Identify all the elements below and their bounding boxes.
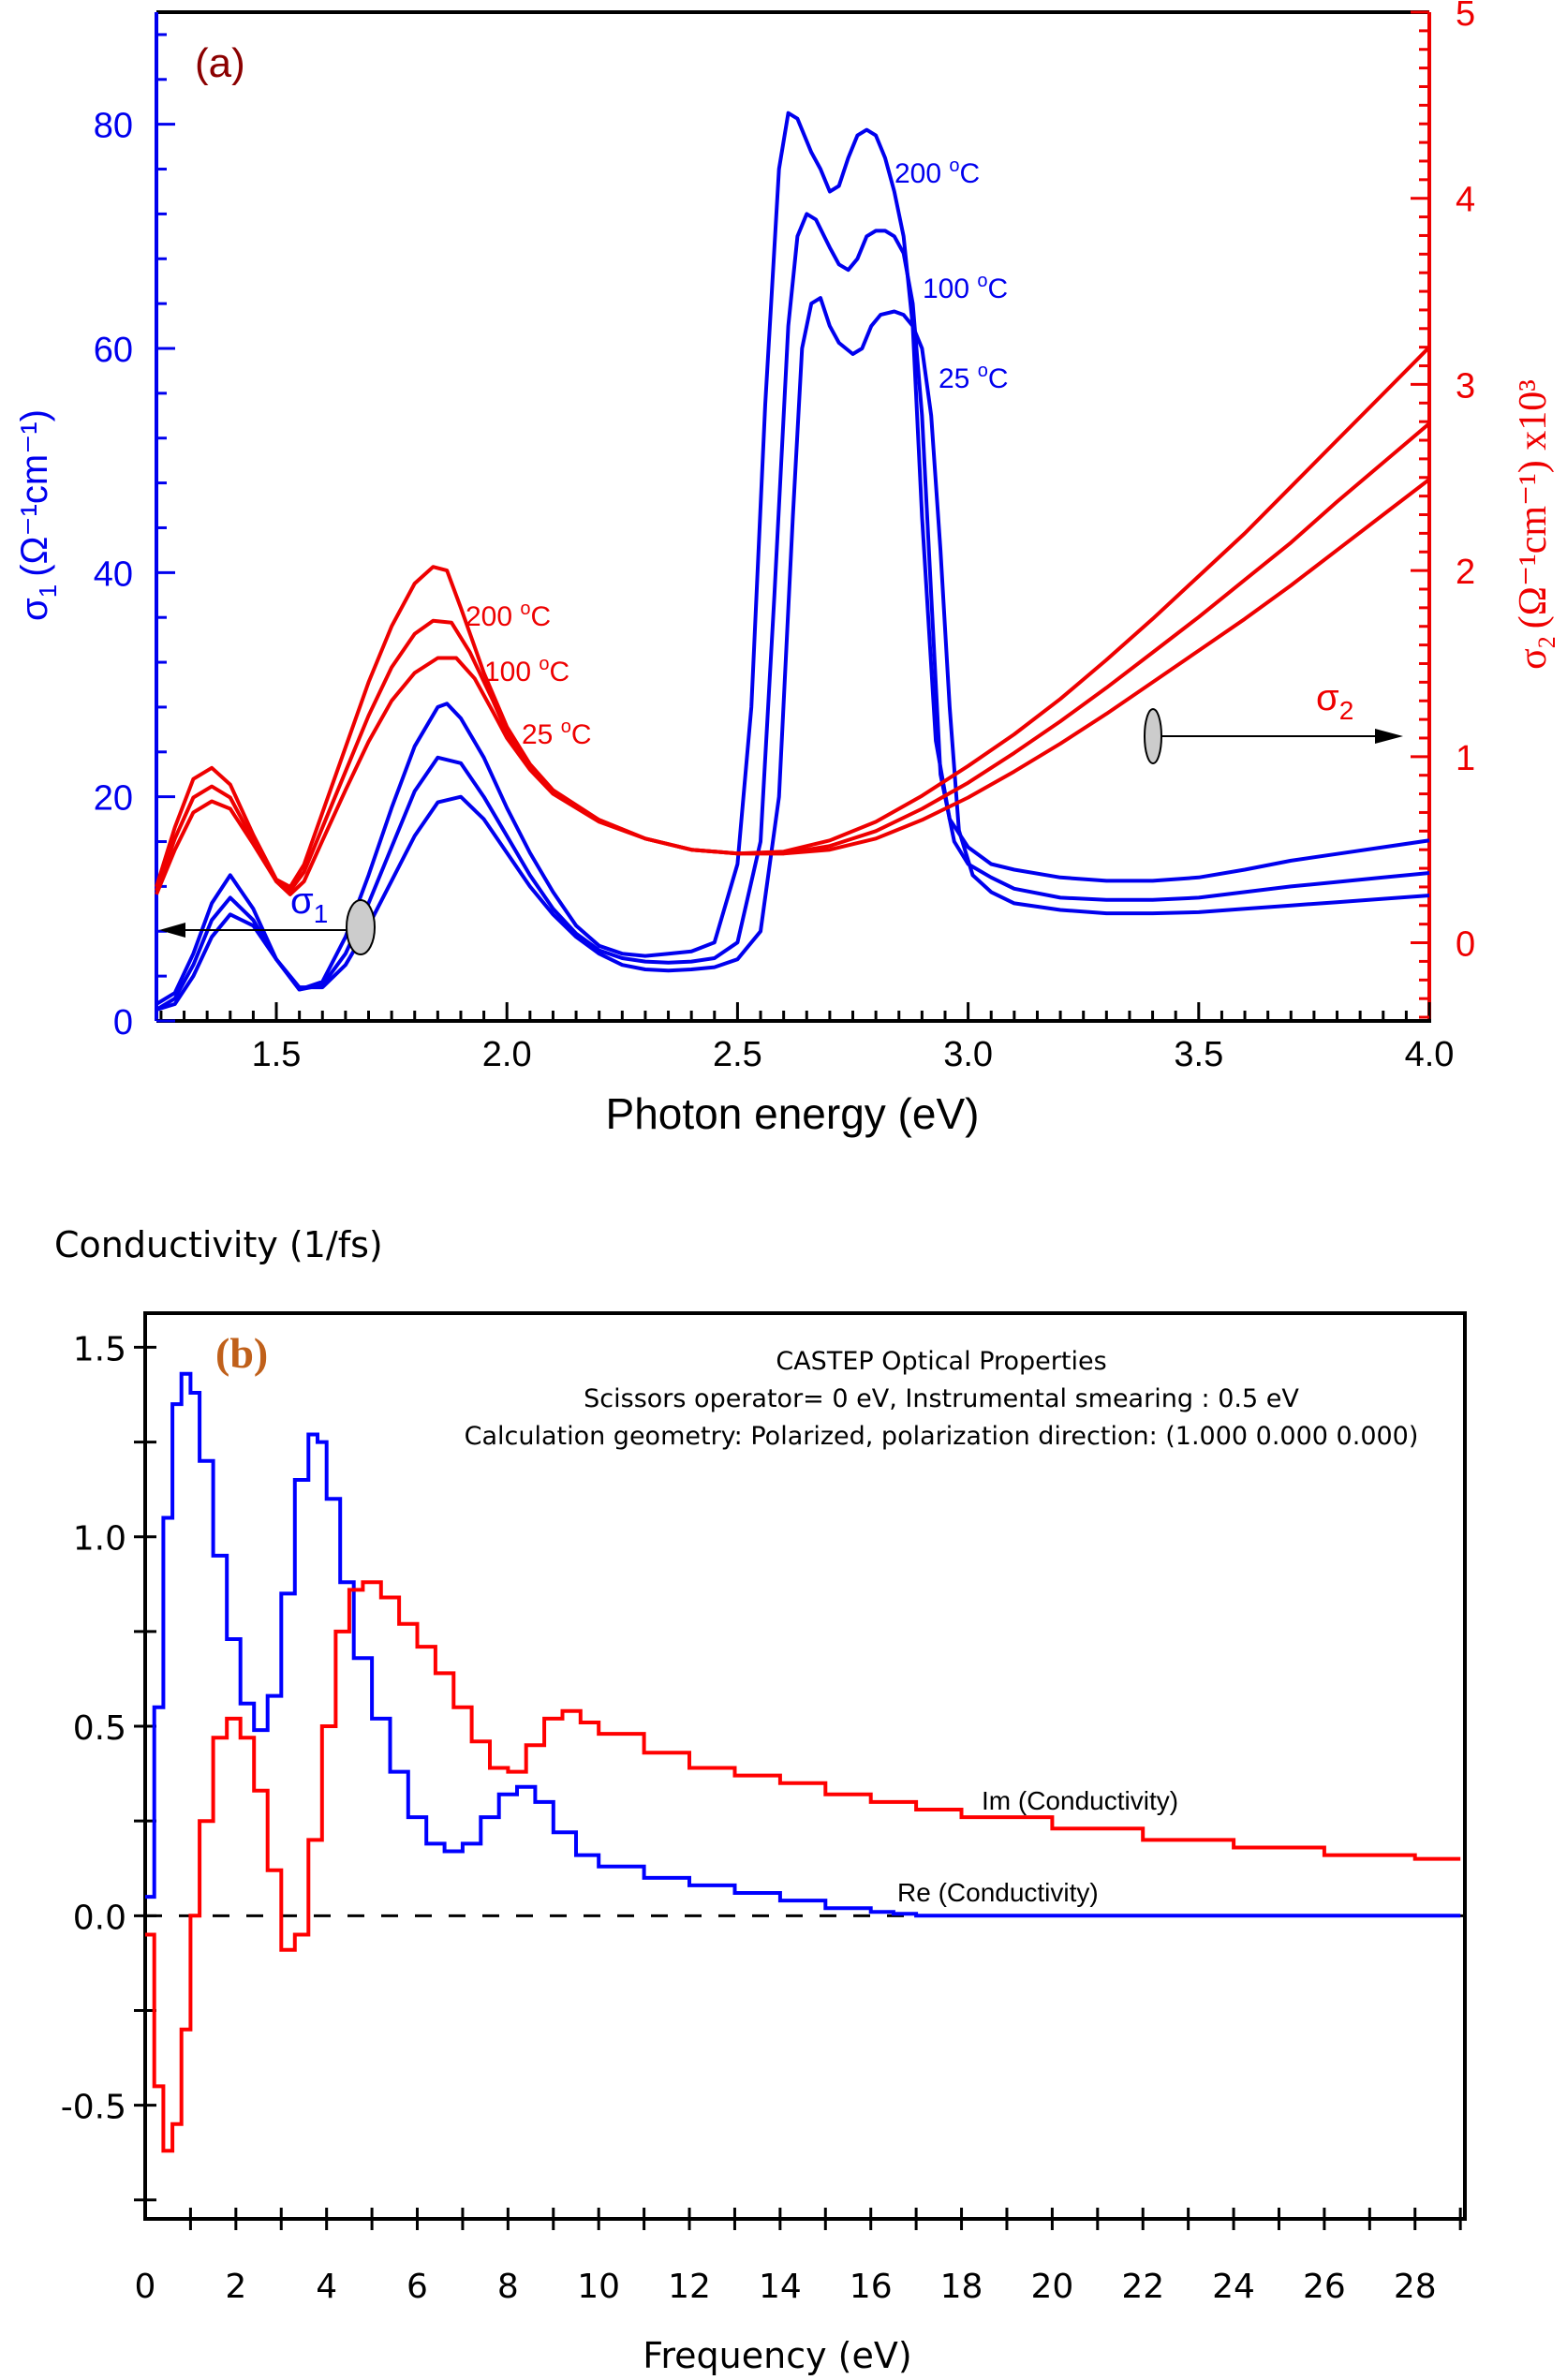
x-tick-label: 2 (225, 2268, 246, 2306)
svg-text:σ2: σ2 (1316, 677, 1353, 725)
sigma2-arrowhead (1375, 729, 1403, 744)
sigma1-symbol: σ (290, 880, 314, 922)
x-tick-label: 4.0 (1405, 1035, 1455, 1074)
x-tick-label: 3.0 (943, 1035, 993, 1074)
y-right-tick-label: 3 (1456, 366, 1475, 406)
series-line-re (145, 1371, 1461, 1918)
sigma2-ellipse (1144, 708, 1162, 764)
panel-b: Conductivity (1/fs) 0 2 4 6 8 10 12 14 16 18 20 22 2… (54, 1224, 1467, 2376)
x-tick-label: 18 (940, 2268, 983, 2306)
y-left-tick-label: 20 (94, 779, 133, 819)
x-tick-label: 6 (407, 2268, 428, 2306)
panel-a-ylabel-right: σ2 (Ω⁻¹cm⁻¹) x10³ (1512, 379, 1560, 670)
sigma2-200c-label: 200 oC (466, 599, 551, 632)
series-line-sigma1-200c (155, 111, 1430, 1006)
x-tick-label: 8 (497, 2268, 519, 2306)
x-tick-label: 26 (1303, 2268, 1346, 2306)
sigma1-arrowhead (159, 923, 185, 938)
x-tick-label: 3.5 (1174, 1035, 1223, 1074)
re-series-label: Re (Conductivity) (897, 1878, 1099, 1907)
y-left-tick-label: 80 (94, 107, 133, 146)
ylabel-left-units: (Ω⁻¹cm⁻¹) (14, 409, 55, 577)
sigma1-sub: 1 (314, 899, 329, 928)
x-tick-label: 28 (1394, 2268, 1437, 2306)
panel-b-frame (143, 1311, 1467, 2221)
y-right-tick-label: 0 (1456, 925, 1475, 965)
x-tick-label: 14 (759, 2268, 802, 2306)
y-tick-label: -0.5 (61, 2089, 126, 2127)
y-right-tick-label: 1 (1456, 739, 1475, 778)
series-line-sigma1-100c (155, 212, 1430, 1012)
sigma2-symbol: σ (1316, 677, 1339, 718)
y-right-tick-label: 5 (1456, 0, 1475, 34)
series-line-sigma2-25c (155, 478, 1431, 896)
x-tick-label: 0 (135, 2268, 156, 2306)
x-tick-label: 4 (316, 2268, 337, 2306)
y-left-tick-label: 0 (113, 1003, 133, 1042)
panel-a-curves: 200 oC 100 oC 25 oC 200 oC 100 oC 25 oC (155, 111, 1431, 1012)
svg-text:σ2(Ω⁻¹cm⁻¹) x10³: σ2 (Ω⁻¹cm⁻¹) x10³ (1512, 379, 1560, 670)
y-tick-label: 1.5 (73, 1330, 126, 1368)
sigma1-25c-label: 25 oC (939, 361, 1009, 394)
panel-b-ticks: 0 2 4 6 8 10 12 14 16 18 20 22 24 26 28-0.50.00.51.01.… (61, 1330, 1462, 2306)
panel-a: 1.5 2.0 2.5 3.0 3.5 4.0 0 20 40 60 80 0 1 2 3 4 5 200 oC… (14, 0, 1560, 1138)
ylabel-right-sub: 2 (1533, 636, 1560, 648)
ylabel-right-units: (Ω⁻¹cm⁻¹) x10³ (1512, 379, 1555, 628)
ylabel-right-symbol: σ (1512, 648, 1555, 670)
panel-b-title-line-3: Calculation geometry: Polarized, polariz… (465, 1422, 1419, 1451)
ylabel-left-sub: 1 (34, 584, 62, 598)
x-tick-label: 10 (577, 2268, 620, 2306)
x-tick-label: 1.5 (252, 1035, 302, 1074)
y-tick-label: 0.5 (73, 1709, 126, 1748)
panel-b-title-line-2: Scissors operator= 0 eV, Instrumental sm… (584, 1384, 1299, 1413)
sigma2-sub: 2 (1339, 696, 1354, 725)
panel-b-xlabel: Frequency (eV) (643, 2335, 911, 2376)
sigma1-ellipse (346, 899, 376, 955)
panel-b-ytitle: Conductivity (1/fs) (54, 1224, 383, 1265)
svg-text:σ1: σ1 (290, 880, 328, 928)
sigma1-marker: σ1 (159, 880, 376, 955)
x-tick-label: 2.0 (482, 1035, 532, 1074)
sigma1-100c-label: 100 oC (923, 271, 1008, 304)
x-tick-label: 12 (668, 2268, 711, 2306)
panel-b-label: (b) (215, 1329, 268, 1377)
sigma2-marker: σ2 (1144, 677, 1403, 764)
panel-b-curves (145, 1371, 1461, 2153)
y-left-tick-label: 60 (94, 331, 133, 370)
y-left-tick-label: 40 (94, 554, 133, 594)
panel-a-ylabel-left: σ1 (Ω⁻¹cm⁻¹) (14, 409, 62, 621)
y-right-tick-label: 4 (1456, 181, 1475, 220)
panel-a-ticks: 1.5 2.0 2.5 3.0 3.5 4.0 0 20 40 60 80 0 1 2 3 4 5 (94, 0, 1475, 1074)
sigma2-100c-label: 100 oC (484, 654, 569, 687)
y-tick-label: 0.0 (73, 1899, 126, 1937)
sigma2-25c-label: 25 oC (522, 717, 592, 750)
ylabel-left-symbol: σ (14, 598, 55, 621)
y-tick-label: 1.0 (73, 1520, 126, 1559)
series-line-sigma1-25c (155, 296, 1430, 1012)
panel-b-title-line-1: CASTEP Optical Properties (776, 1347, 1106, 1376)
x-tick-label: 20 (1030, 2268, 1073, 2306)
series-line-sigma2-200c (155, 346, 1431, 889)
series-line-im (145, 1580, 1461, 2153)
x-tick-label: 24 (1212, 2268, 1255, 2306)
im-series-label: Im (Conductivity) (982, 1786, 1178, 1815)
panel-a-label: (a) (195, 40, 245, 86)
x-tick-label: 22 (1121, 2268, 1164, 2306)
x-tick-label: 2.5 (713, 1035, 762, 1074)
svg-text:σ1(Ω⁻¹cm⁻¹): σ1 (Ω⁻¹cm⁻¹) (14, 409, 62, 621)
sigma1-200c-label: 200 oC (894, 155, 980, 189)
panel-a-xlabel: Photon energy (eV) (606, 1089, 980, 1138)
x-tick-label: 16 (850, 2268, 893, 2306)
y-right-tick-label: 2 (1456, 553, 1475, 592)
